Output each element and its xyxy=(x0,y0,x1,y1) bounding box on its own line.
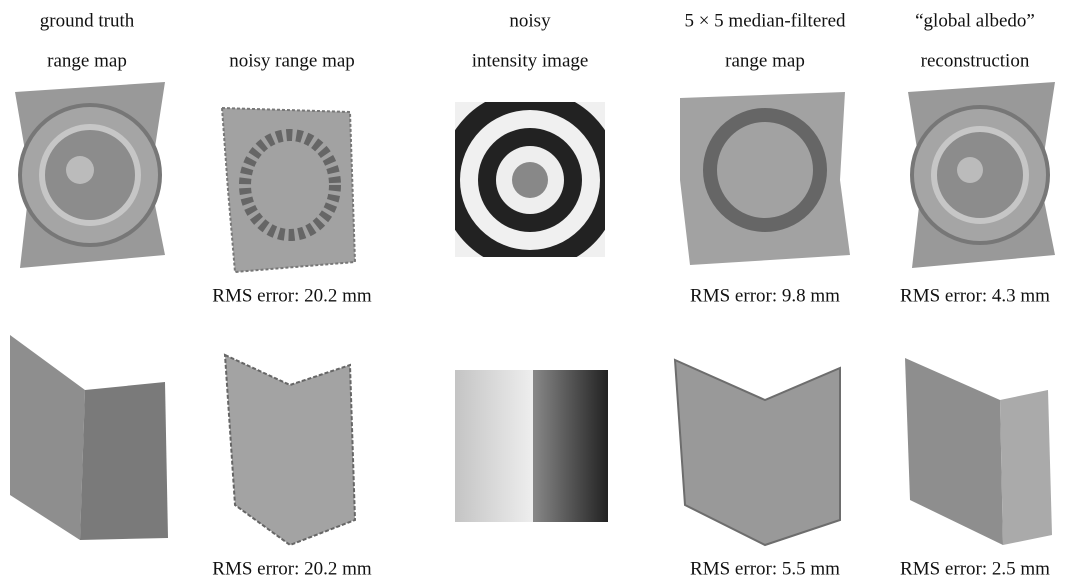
header: reconstruction xyxy=(921,50,1030,71)
ground-truth-fold xyxy=(10,335,168,540)
noisy-ring xyxy=(222,108,355,272)
header: ground truth xyxy=(40,10,135,31)
header: 5 × 5 median-filtered xyxy=(684,10,846,31)
albedo-fold xyxy=(905,358,1052,545)
albedo-ring xyxy=(908,82,1055,268)
intensity-fold xyxy=(455,370,608,522)
noisy-fold xyxy=(225,355,355,545)
median-ring xyxy=(680,92,850,265)
header: noisy xyxy=(509,10,551,31)
header: range map xyxy=(47,50,127,71)
header: range map xyxy=(725,50,805,71)
header: intensity image xyxy=(472,50,589,71)
median-fold xyxy=(675,360,840,545)
caption: RMS error: 4.3 mm xyxy=(900,285,1050,306)
ground-truth-ring xyxy=(15,82,165,268)
caption: RMS error: 5.5 mm xyxy=(690,558,840,579)
figure: ground truth range map noisy range map n… xyxy=(0,0,1085,587)
header: “global albedo” xyxy=(915,10,1035,31)
caption: RMS error: 20.2 mm xyxy=(212,285,372,306)
intensity-rings xyxy=(420,70,640,290)
caption: RMS error: 9.8 mm xyxy=(690,285,840,306)
caption: RMS error: 2.5 mm xyxy=(900,558,1050,579)
header: noisy range map xyxy=(229,50,355,71)
caption: RMS error: 20.2 mm xyxy=(212,558,372,579)
